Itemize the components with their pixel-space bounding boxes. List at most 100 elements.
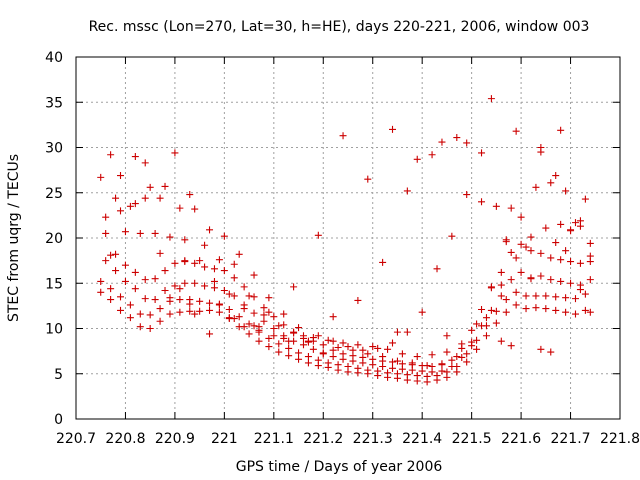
y-tick-label: 5 bbox=[54, 367, 63, 383]
data-point bbox=[463, 139, 471, 147]
data-point bbox=[512, 288, 520, 296]
data-point bbox=[458, 353, 466, 361]
data-point bbox=[334, 344, 342, 352]
data-point bbox=[161, 286, 169, 294]
data-point bbox=[473, 345, 481, 353]
y-tick-label: 35 bbox=[45, 95, 63, 111]
data-point bbox=[215, 256, 223, 264]
x-tick-labels: 220.7 220.8 220.9 221 221.1 221.2 221.3 221.4 22… bbox=[56, 431, 640, 447]
data-point bbox=[492, 319, 500, 327]
data-point bbox=[225, 315, 233, 323]
data-point bbox=[453, 134, 461, 142]
data-point bbox=[552, 306, 560, 314]
data-point bbox=[537, 249, 545, 257]
data-point bbox=[121, 228, 129, 236]
data-point bbox=[136, 229, 144, 237]
data-point bbox=[176, 285, 184, 293]
data-point bbox=[260, 317, 268, 325]
data-point bbox=[384, 369, 392, 377]
data-point bbox=[285, 344, 293, 352]
data-point bbox=[359, 353, 367, 361]
x-tick-label: 220.7 bbox=[56, 431, 96, 447]
data-point bbox=[379, 353, 387, 361]
data-point bbox=[448, 363, 456, 371]
data-point bbox=[309, 345, 317, 353]
data-point bbox=[443, 332, 451, 340]
data-point bbox=[225, 305, 233, 313]
data-point bbox=[260, 304, 268, 312]
data-point bbox=[354, 296, 362, 304]
data-point bbox=[250, 322, 258, 330]
x-tick-label: 221.6 bbox=[501, 431, 541, 447]
data-point bbox=[245, 330, 253, 338]
data-point bbox=[206, 330, 214, 338]
data-point bbox=[547, 179, 555, 187]
data-point bbox=[324, 359, 332, 367]
data-point bbox=[206, 299, 214, 307]
data-point bbox=[171, 259, 179, 267]
data-point bbox=[433, 265, 441, 273]
data-point bbox=[542, 305, 550, 313]
data-point bbox=[581, 306, 589, 314]
data-point bbox=[562, 247, 570, 255]
x-tick-label: 221.2 bbox=[303, 431, 343, 447]
data-point bbox=[398, 350, 406, 358]
data-point bbox=[186, 300, 194, 308]
data-point bbox=[161, 267, 169, 275]
data-point bbox=[413, 372, 421, 380]
y-tick-label: 10 bbox=[45, 322, 63, 338]
data-point bbox=[413, 353, 421, 361]
data-point bbox=[166, 233, 174, 241]
data-point bbox=[517, 268, 525, 276]
data-point bbox=[97, 288, 105, 296]
data-point bbox=[448, 356, 456, 364]
data-point bbox=[230, 292, 238, 300]
data-point bbox=[562, 294, 570, 302]
data-point bbox=[299, 341, 307, 349]
data-point bbox=[537, 272, 545, 280]
data-point bbox=[512, 127, 520, 135]
data-point bbox=[428, 363, 436, 371]
y-tick-label: 30 bbox=[45, 141, 63, 157]
data-point bbox=[562, 308, 570, 316]
data-point bbox=[295, 324, 303, 332]
data-point bbox=[171, 282, 179, 290]
data-point bbox=[314, 356, 322, 364]
data-point bbox=[151, 296, 159, 304]
data-point bbox=[240, 283, 248, 291]
y-tick-label: 20 bbox=[45, 231, 63, 247]
data-point bbox=[260, 311, 268, 319]
data-point bbox=[389, 125, 397, 133]
x-tick-label: 221.3 bbox=[353, 431, 393, 447]
data-point bbox=[201, 263, 209, 271]
data-point bbox=[497, 292, 505, 300]
data-point bbox=[497, 268, 505, 276]
data-point bbox=[453, 353, 461, 361]
data-point bbox=[502, 308, 510, 316]
data-point bbox=[275, 348, 283, 356]
data-point bbox=[245, 292, 253, 300]
data-point bbox=[349, 346, 357, 354]
data-point bbox=[507, 342, 515, 350]
data-point bbox=[126, 301, 134, 309]
x-tick-label: 221.7 bbox=[550, 431, 590, 447]
data-point bbox=[191, 310, 199, 318]
data-point bbox=[299, 334, 307, 342]
data-point bbox=[255, 337, 263, 345]
data-point bbox=[552, 172, 560, 180]
data-point bbox=[487, 95, 495, 103]
data-point bbox=[304, 359, 312, 367]
data-point bbox=[586, 276, 594, 284]
data-point bbox=[482, 314, 490, 322]
y-tick-label: 40 bbox=[45, 50, 63, 66]
data-point bbox=[468, 326, 476, 334]
data-point bbox=[220, 286, 228, 294]
data-point bbox=[408, 359, 416, 367]
data-point bbox=[557, 256, 565, 264]
data-point bbox=[463, 358, 471, 366]
data-point bbox=[201, 282, 209, 290]
data-point bbox=[438, 138, 446, 146]
data-point bbox=[557, 277, 565, 285]
x-tick-label: 220.8 bbox=[105, 431, 145, 447]
